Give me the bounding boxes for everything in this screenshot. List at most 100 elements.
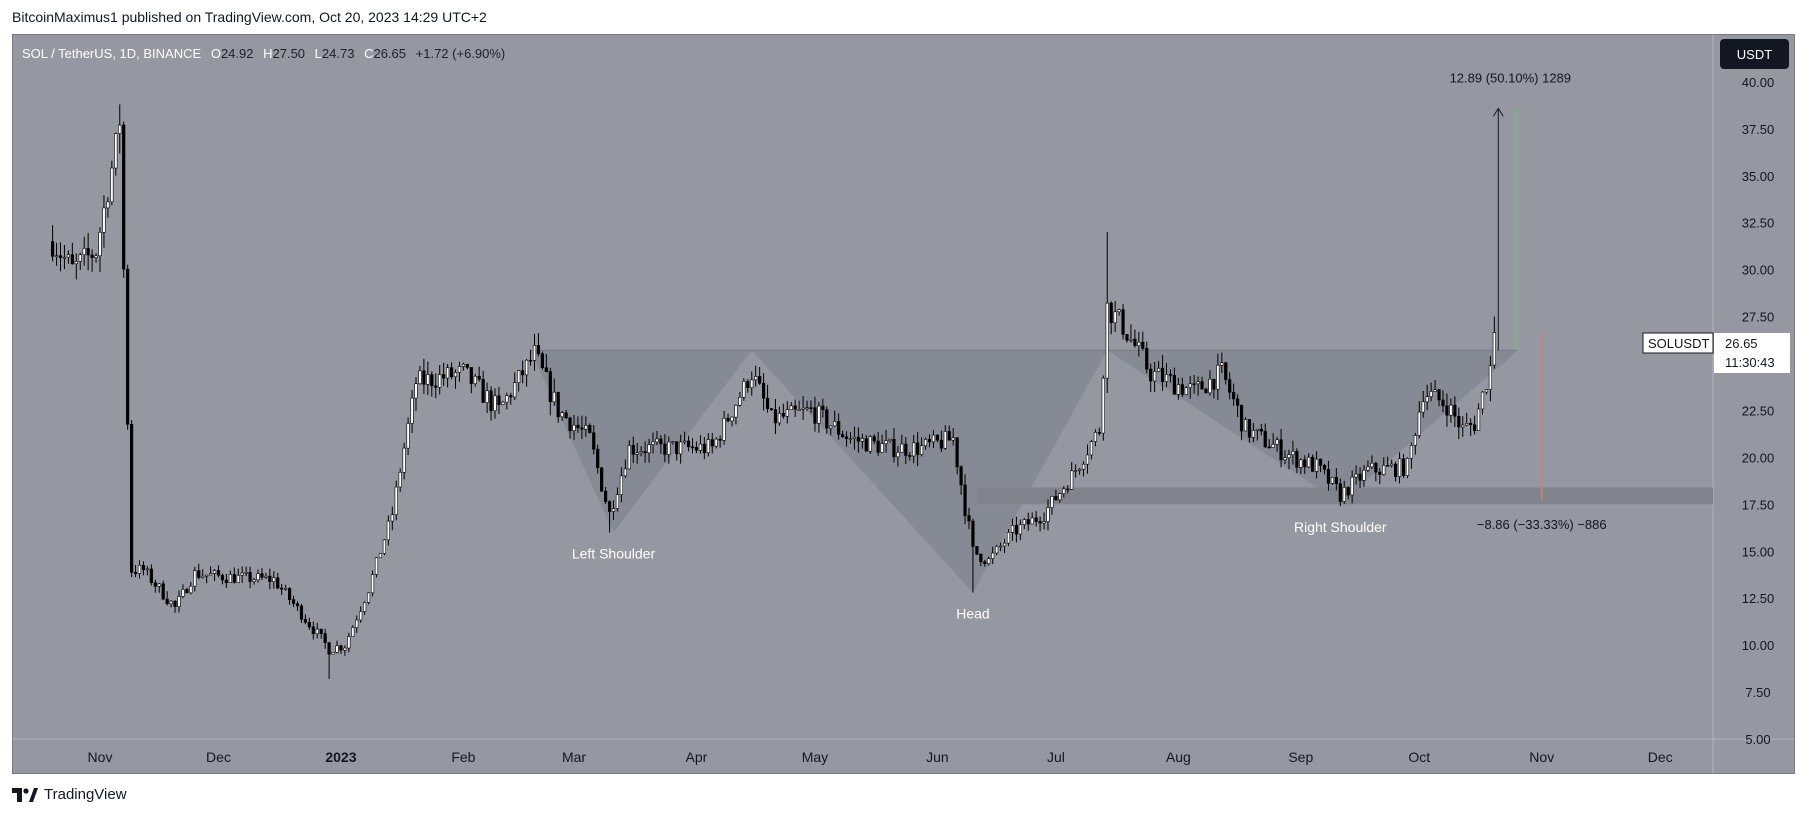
candle <box>1224 361 1228 385</box>
candle <box>1145 341 1149 374</box>
candle <box>86 232 90 271</box>
measure-down-label: −8.86 (−33.33%) −886 <box>1477 517 1607 532</box>
candle <box>998 542 1003 552</box>
y-tick-label: 35.00 <box>1742 169 1775 184</box>
candle <box>331 651 335 655</box>
candle <box>1279 428 1283 468</box>
candle <box>284 584 288 591</box>
candle <box>445 363 450 388</box>
candle <box>734 404 738 425</box>
measure-up-arrowhead <box>1492 107 1504 117</box>
candle <box>560 410 564 421</box>
candle <box>852 426 857 450</box>
y-tick-label: 10.00 <box>1742 638 1775 653</box>
candle <box>1093 429 1097 447</box>
legend-open-label: O <box>211 46 221 61</box>
candle <box>1469 418 1473 437</box>
candle <box>904 436 908 465</box>
candle <box>1283 450 1287 465</box>
candle <box>1315 451 1319 479</box>
candle <box>307 617 311 630</box>
candle <box>675 441 679 461</box>
candle <box>1026 512 1030 531</box>
candle <box>169 600 173 608</box>
y-tick-label: 20.00 <box>1742 450 1775 465</box>
candle <box>896 446 900 467</box>
candle <box>1243 417 1248 432</box>
candle <box>975 546 979 556</box>
candle <box>157 582 161 593</box>
candle <box>1397 452 1402 484</box>
y-tick-label: 27.50 <box>1742 310 1775 325</box>
candle <box>1429 382 1433 402</box>
candle <box>66 250 70 264</box>
candle <box>722 410 726 445</box>
candle <box>686 435 691 452</box>
candle <box>544 353 548 373</box>
candle <box>884 429 888 453</box>
candle <box>505 392 509 410</box>
candle <box>189 581 193 595</box>
annotations-layer: Left Shoulder Head Right Shoulder <box>572 519 1387 621</box>
y-tick-label: 12.50 <box>1742 591 1775 606</box>
candle <box>1303 455 1307 474</box>
candle <box>402 442 406 480</box>
candle <box>714 437 718 449</box>
candle <box>916 432 920 467</box>
candle <box>461 362 466 371</box>
candle <box>394 480 398 521</box>
annotation-right-shoulder: Right Shoulder <box>1294 519 1387 535</box>
candle <box>1168 369 1173 383</box>
candle <box>1105 232 1109 394</box>
candle <box>153 579 157 593</box>
candle <box>1160 354 1165 391</box>
candle <box>1042 512 1046 530</box>
candle <box>291 595 296 608</box>
candle <box>434 373 438 399</box>
candle <box>600 466 604 493</box>
candle <box>382 539 387 556</box>
tradingview-logo-icon <box>12 787 38 802</box>
candle <box>1018 519 1022 540</box>
tradingview-logo[interactable]: TradingView <box>12 786 127 803</box>
candle <box>1287 449 1291 470</box>
candle <box>528 349 533 366</box>
x-tick-label: 2023 <box>325 749 356 765</box>
candle <box>521 360 525 384</box>
y-tick-label: 30.00 <box>1742 263 1775 278</box>
candle <box>398 468 402 492</box>
candle <box>864 435 868 452</box>
candle <box>212 569 217 582</box>
candle <box>682 431 687 445</box>
candle <box>122 121 126 278</box>
candle <box>469 367 473 394</box>
candle <box>378 553 383 559</box>
candle <box>90 249 94 272</box>
candle <box>1216 353 1220 401</box>
legend-high-label: H <box>263 46 272 61</box>
candle <box>979 553 983 567</box>
candle <box>517 369 521 392</box>
candle <box>592 425 596 455</box>
candle <box>1046 499 1050 531</box>
candle <box>955 437 959 475</box>
legend-high-value: 27.50 <box>273 46 306 61</box>
candle <box>501 400 505 406</box>
candle <box>449 362 454 380</box>
candle <box>1405 457 1410 479</box>
x-tick-label: Sep <box>1288 749 1313 765</box>
candle <box>927 434 932 448</box>
candle <box>276 572 280 590</box>
price-axis[interactable] <box>1713 35 1794 773</box>
candle <box>840 430 845 438</box>
candle <box>370 570 375 597</box>
currency-button[interactable]: USDT <box>1720 39 1789 69</box>
time-axis[interactable] <box>13 739 1713 773</box>
candle <box>730 416 734 427</box>
candle <box>738 392 742 407</box>
candle <box>1066 485 1070 494</box>
candle <box>118 104 122 154</box>
candle <box>837 413 841 440</box>
candle <box>754 365 758 387</box>
